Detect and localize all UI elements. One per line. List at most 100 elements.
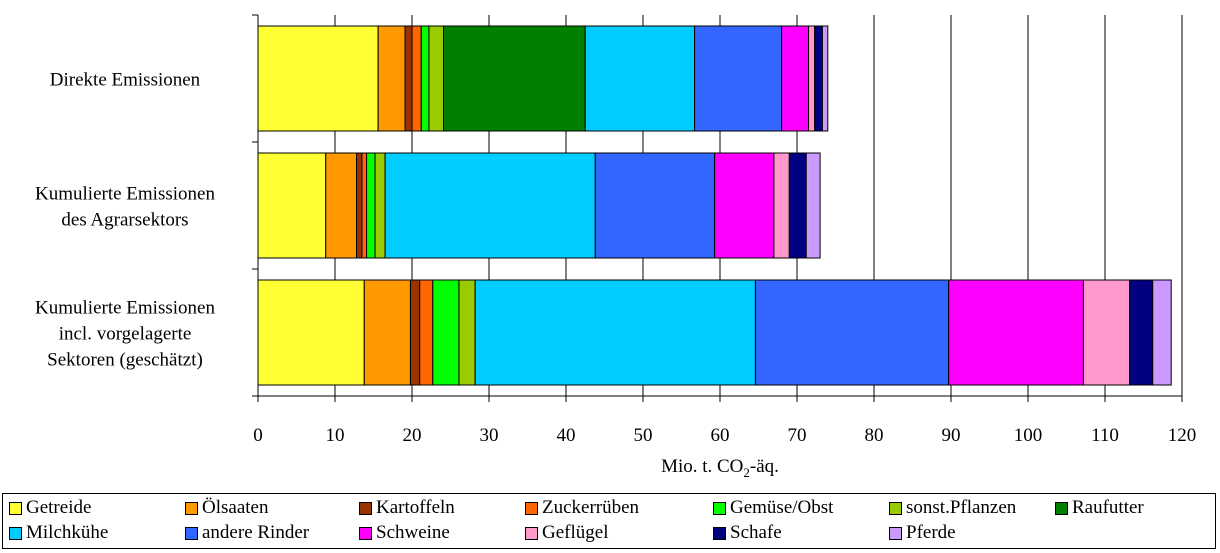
stacked-bar-chart: Direkte Emissionen Kumulierte Emissionen d…	[35, 14, 1196, 480]
legend-item: Zuckerrüben	[525, 496, 639, 520]
bar-segment	[474, 279, 756, 386]
bar-segment	[428, 25, 445, 132]
x-tick-label: 20	[403, 425, 422, 446]
labels: Direkte Emissionen Kumulierte Emissionen d…	[35, 70, 1196, 447]
legend-label: Schafe	[730, 522, 782, 543]
legend-label: andere Rinder	[202, 522, 310, 543]
legend-label: Zuckerrüben	[542, 497, 640, 518]
legend-label: Raufutter	[1072, 497, 1144, 518]
bar-segment	[363, 279, 411, 386]
legend-item: Schweine	[359, 521, 450, 545]
x-tick-label: 90	[942, 425, 961, 446]
x-tick-label: 40	[557, 425, 576, 446]
legend-swatch	[525, 526, 538, 540]
legend-swatch	[889, 526, 902, 540]
legend-label: Gemüse/Obst	[730, 497, 834, 518]
bar-segment	[594, 152, 716, 259]
x-tick-label: 30	[480, 425, 499, 446]
category-label: Direkte Emissionen	[50, 70, 201, 91]
legend-item: Pferde	[889, 521, 956, 545]
bar-segment	[1129, 279, 1154, 386]
bar-segment	[377, 25, 406, 132]
legend-label: Geflügel	[542, 522, 609, 543]
legend-swatch	[525, 501, 538, 515]
bar-layer	[257, 25, 1172, 386]
legend-swatch	[9, 526, 22, 540]
bar-segment	[356, 152, 363, 259]
bar-segment	[384, 152, 596, 259]
legend-item: Gemüse/Obst	[713, 496, 833, 520]
bar-segment	[948, 279, 1084, 386]
bar-segment	[366, 152, 376, 259]
legend-label: sonst.Pflanzen	[906, 497, 1017, 518]
legend-label: Schweine	[376, 522, 450, 543]
legend-item: Ölsaaten	[185, 496, 268, 520]
bar-segment	[458, 279, 476, 386]
x-tick-label: 0	[253, 425, 263, 446]
legend: Getreide Ölsaaten Kartoffeln Zuckerrüben Gem…	[2, 493, 1216, 549]
x-tick-label: 80	[865, 425, 884, 446]
legend-swatch	[185, 526, 198, 540]
bar-segment	[409, 279, 421, 386]
x-tick-label: 60	[711, 425, 730, 446]
axes	[252, 14, 1183, 402]
legend-label: Kartoffeln	[376, 497, 455, 518]
bar-segment	[404, 25, 413, 132]
bar-segment	[781, 25, 810, 132]
legend-swatch	[9, 501, 22, 515]
bar-segment	[805, 152, 821, 259]
x-tick-label: 120	[1168, 425, 1197, 446]
bar-segment	[257, 279, 365, 386]
legend-swatch	[185, 501, 198, 515]
bar-segment	[325, 152, 358, 259]
x-tick-label: 110	[1091, 425, 1119, 446]
bar-segment	[773, 152, 790, 259]
bar-segment	[257, 152, 327, 259]
legend-swatch	[1055, 501, 1068, 515]
bar-segment	[257, 25, 379, 132]
bar-segment	[411, 25, 422, 132]
bar-segment	[821, 25, 829, 132]
bar-segment	[420, 25, 430, 132]
x-tick-label: 100	[1014, 425, 1043, 446]
legend-swatch	[889, 501, 902, 515]
category-label: Kumulierte Emissionen	[35, 184, 215, 205]
legend-item: andere Rinder	[185, 521, 309, 545]
bar-segment	[1082, 279, 1131, 386]
bar-segment	[808, 25, 816, 132]
legend-swatch	[359, 501, 372, 515]
category-label: incl. vorgelagerte	[59, 324, 192, 345]
legend-item: Raufutter	[1055, 496, 1144, 520]
bar-segment	[788, 152, 807, 259]
legend-item: sonst.Pflanzen	[889, 496, 1016, 520]
bar-segment	[432, 279, 460, 386]
legend-label: Ölsaaten	[202, 497, 269, 518]
x-axis-title: Mio. t. CO2-äq.	[661, 456, 779, 480]
x-tick-label: 50	[634, 425, 653, 446]
legend-swatch	[713, 526, 726, 540]
legend-item: Kartoffeln	[359, 496, 455, 520]
bar-segment	[584, 25, 696, 132]
bar-segment	[694, 25, 783, 132]
bar-segment	[1152, 279, 1172, 386]
bar-segment	[443, 25, 586, 132]
legend-swatch	[713, 501, 726, 515]
legend-item: Geflügel	[525, 521, 608, 545]
legend-label: Pferde	[906, 522, 956, 543]
bar-segment	[754, 279, 950, 386]
bar-segment	[361, 152, 368, 259]
category-label: Sektoren (geschätzt)	[47, 350, 203, 371]
legend-swatch	[359, 526, 372, 540]
x-tick-label: 70	[788, 425, 807, 446]
legend-item: Milchkühe	[9, 521, 108, 545]
legend-label: Milchkühe	[26, 522, 109, 543]
x-tick-label: 10	[326, 425, 345, 446]
legend-label: Getreide	[26, 497, 92, 518]
bar-segment	[814, 25, 823, 132]
category-label: des Agrarsektors	[61, 210, 188, 231]
category-label: Kumulierte Emissionen	[35, 298, 215, 319]
legend-item: Getreide	[9, 496, 91, 520]
bar-segment	[419, 279, 434, 386]
legend-item: Schafe	[713, 521, 782, 545]
